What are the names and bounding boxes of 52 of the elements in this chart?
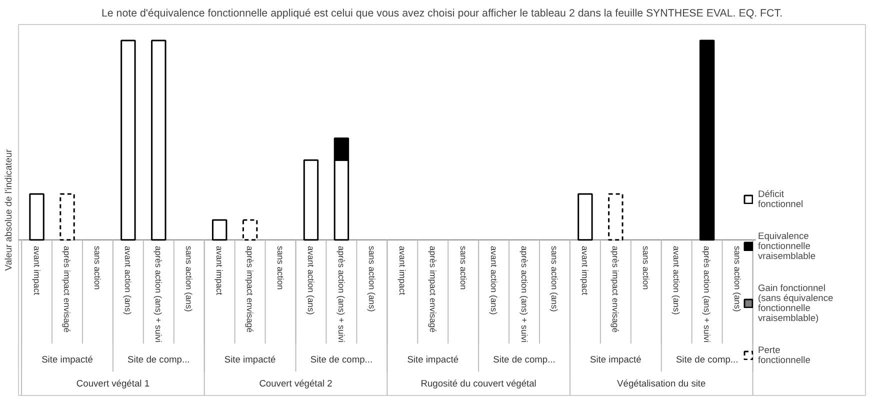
x-tick-label: après action (ans) + suivi [154,246,164,342]
text: Site impacté [224,354,276,365]
text: Couvert végétal 2 [259,378,332,389]
text: Site de comp... [128,354,190,365]
text: Site de comp... [310,354,373,365]
x-tick-label: sans action (ans) [550,246,560,312]
bar [120,40,136,241]
x-tick-label: avant impact [397,246,408,296]
bar [151,40,166,241]
bar [303,159,319,241]
text: Site impacté [590,354,642,365]
text: Rugosité du couvert végétal [420,378,536,389]
bar [29,193,44,241]
x-tick-label: après impact envisagé [62,246,72,333]
legend-label: Gain fonctionnel (sans équivalence fonctionnelle vraisemblable) [758,283,834,323]
x-tick-label: sans action [458,246,468,290]
x-tick-label: après action (ans) + suivi [519,246,530,342]
x-tick-label: avant action (ans) [123,246,134,315]
text: Végétalisation du site [617,378,706,389]
x-tick-label: sans action [641,246,652,290]
x-tick-label: après action (ans) + suivi [336,246,346,342]
legend-label: Déficit fonctionnel [758,189,804,209]
legend-label: Perte fonctionnelle [758,345,810,365]
x-tick-label: sans action (ans) [366,246,377,312]
bar [60,193,75,241]
x-tick-label: sans action (ans) [184,246,194,312]
bar [699,40,715,241]
x-tick-label: avant action (ans) [672,246,682,315]
text: Site impacté [42,354,93,365]
x-tick-label: avant impact [214,246,225,296]
x-tick-label: avant impact [580,246,590,296]
bar [608,193,624,241]
x-tick-label: avant action (ans) [306,246,316,315]
x-tick-label: après impact envisagé [610,246,621,333]
x-tick-label: après impact envisagé [245,246,256,333]
bar [578,193,593,241]
x-tick-label: avant impact [32,246,42,296]
x-tick-label: sans action [92,246,103,290]
chart-title: Le note d'équivalence fonctionnelle appliqué est celui que vous avez choisi pour afficher le tableau 2 dans la feuille SYNTHESE EVAL. EQ. FCT. [101,8,783,20]
x-tick-label: sans action (ans) [732,246,743,312]
legend-label: Equivalence fonctionnelle vraisemblable [758,231,816,261]
bar [212,219,228,241]
text: Couvert végétal 1 [76,378,150,389]
text: Site de comp... [493,354,556,365]
x-tick-label: sans action [276,246,286,290]
x-tick-label: avant action (ans) [488,246,499,315]
x-tick-label: après impact envisagé [428,246,438,333]
text: Site de comp... [676,354,738,365]
x-tick-label: après action (ans) + suivi [702,246,712,342]
y-axis-title: Valeur absolue de l'indicateur [4,149,14,271]
bar [242,219,258,241]
text: Site impacté [407,354,459,365]
